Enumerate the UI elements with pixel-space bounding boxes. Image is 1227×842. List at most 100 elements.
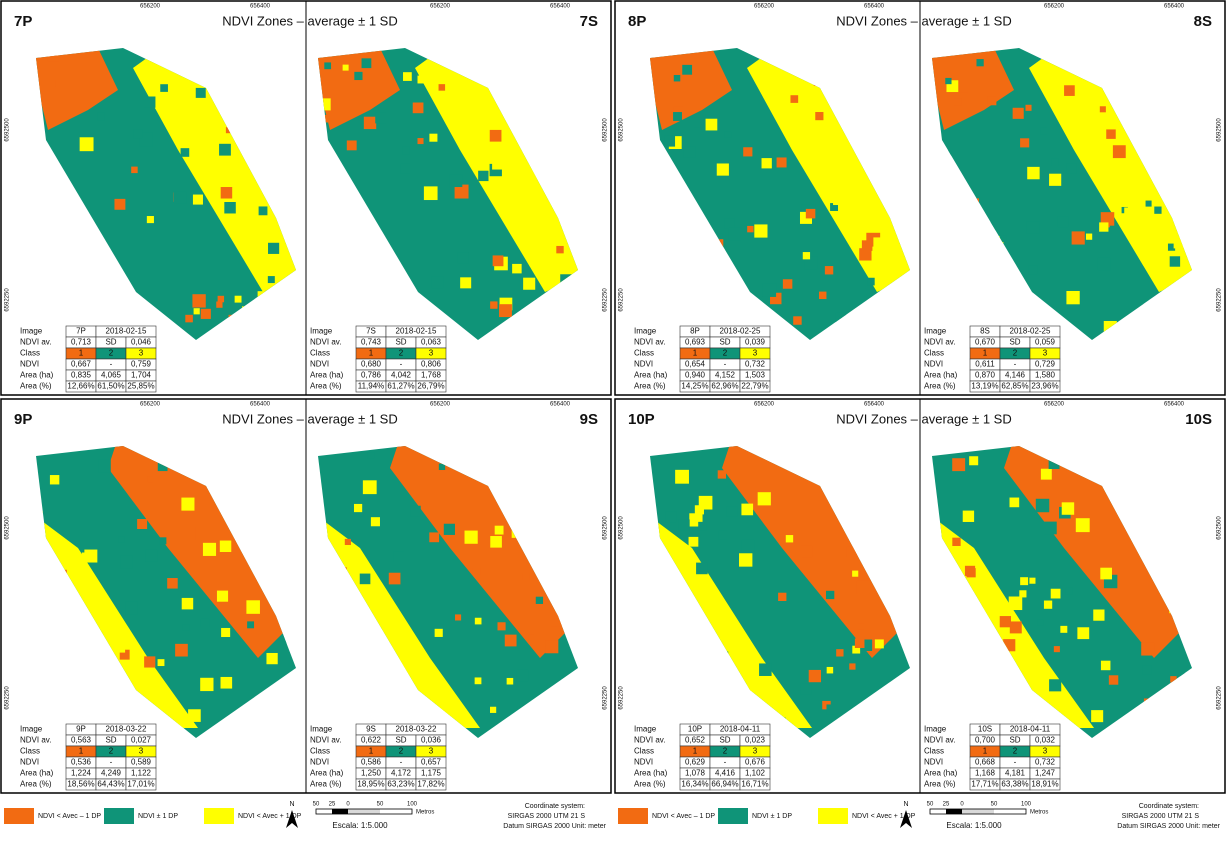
table-value: 1 — [983, 349, 988, 358]
zone-pixel — [1009, 497, 1020, 508]
coord-label: 656200 — [754, 4, 775, 10]
zone-pixel — [1099, 222, 1109, 232]
table-value: 1 — [79, 747, 84, 756]
zone-pixel — [535, 596, 544, 604]
zone-pixel — [200, 618, 210, 628]
table-value: 4,146 — [1005, 371, 1026, 380]
zone-pixel — [1043, 600, 1053, 609]
zone-pixel — [739, 553, 753, 567]
zone-pixel — [1035, 498, 1050, 513]
coord-label: 6592500 — [603, 118, 609, 142]
zone-pixel — [181, 597, 194, 610]
zone-pixel — [859, 248, 872, 261]
table-cell — [125, 380, 157, 393]
table-value: 1,102 — [745, 769, 766, 778]
zone-pixel — [802, 252, 811, 260]
table-cell — [125, 778, 157, 791]
table-value: 2 — [723, 747, 728, 756]
zone-pixel — [344, 538, 351, 546]
zone-pixel — [822, 700, 831, 710]
zone-pixel — [217, 295, 225, 303]
zone-pixel — [367, 452, 375, 459]
table-value: 0,806 — [421, 360, 442, 369]
zone-pixel — [682, 64, 693, 75]
zone-pixel — [1026, 221, 1040, 234]
zone-pixel — [494, 525, 504, 535]
zone-pixel — [1060, 625, 1068, 633]
table-value: 22,79% — [741, 382, 768, 391]
map-label: 9S — [580, 411, 598, 428]
zone-pixel — [144, 96, 156, 108]
table-value: 3 — [1043, 747, 1048, 756]
table-value: 63,23% — [387, 780, 414, 789]
table-label: NDVI av. — [924, 338, 955, 347]
table-value: 64,43% — [97, 780, 124, 789]
table-cell — [415, 778, 447, 791]
table-value: 3 — [139, 747, 144, 756]
table-value: 3 — [429, 747, 434, 756]
zone-pixel — [202, 542, 217, 556]
zone-pixel — [1066, 290, 1080, 305]
zone-pixel — [1085, 233, 1093, 240]
table-label: NDVI av. — [924, 736, 955, 745]
table-value: 18,91% — [1031, 780, 1058, 789]
zone-pixel — [396, 630, 408, 641]
table-label: Area (ha) — [310, 769, 344, 778]
zone-pixel — [836, 649, 844, 657]
zone-pixel — [224, 201, 236, 214]
zone-pixel — [1051, 158, 1059, 166]
zone-pixel — [1040, 468, 1052, 480]
zone-pixel — [98, 459, 111, 473]
table-cell — [415, 380, 447, 393]
zone-pixel — [417, 75, 426, 84]
table-value: 1 — [369, 747, 374, 756]
zone-pixel — [96, 611, 107, 621]
zone-pixel — [266, 652, 278, 665]
crs-text: Coordinate system: — [525, 803, 585, 810]
map-label: 9P — [14, 411, 32, 428]
zone-pixel — [200, 677, 214, 692]
zone-pixel — [1057, 216, 1069, 228]
zone-pixel — [1154, 206, 1162, 214]
crs-text: SIRGAS 2000 UTM 21 S — [1122, 813, 1200, 820]
table-label: Image — [924, 327, 947, 336]
table-value: 0,046 — [131, 338, 152, 347]
zone-pixel — [824, 266, 834, 275]
zone-pixel — [1065, 587, 1073, 595]
table-value: 4,065 — [101, 371, 122, 380]
table-label: Class — [310, 747, 330, 756]
zone-pixel — [362, 480, 377, 495]
zone-pixel — [808, 669, 822, 683]
zone-pixel — [990, 221, 1000, 231]
table-value: 0,032 — [1035, 736, 1056, 745]
table-value: 0,680 — [361, 360, 382, 369]
table-value: 0,693 — [685, 338, 706, 347]
zone-pixel — [698, 521, 707, 531]
zone-pixel — [1129, 229, 1142, 242]
zone-yellow — [133, 50, 296, 292]
coord-label: 656400 — [1164, 402, 1185, 408]
table-value: 18,56% — [67, 780, 94, 789]
table-value: 17,82% — [417, 780, 444, 789]
table-value: 66,94% — [711, 780, 738, 789]
table-value: 16,71% — [741, 780, 768, 789]
zone-yellow — [36, 518, 198, 728]
zone-pixel — [1100, 212, 1115, 226]
zone-yellow — [1029, 50, 1192, 292]
table-value: - — [400, 758, 403, 767]
zone-pixel — [181, 497, 195, 511]
zone-pixel — [800, 683, 812, 695]
zone-pixel — [478, 170, 489, 182]
scale-bar-seg — [332, 809, 348, 814]
legend-swatch — [618, 808, 648, 824]
table-value: 26,79% — [417, 382, 444, 391]
zone-pixel — [1142, 665, 1152, 675]
zone-pixel — [873, 237, 885, 249]
zone-pixel — [438, 463, 446, 471]
table-value: 1 — [693, 349, 698, 358]
zone-pixel — [1064, 85, 1075, 96]
table-label: Area (%) — [924, 382, 956, 391]
zone-pixel — [438, 84, 446, 91]
coord-label: 656400 — [1164, 4, 1185, 10]
